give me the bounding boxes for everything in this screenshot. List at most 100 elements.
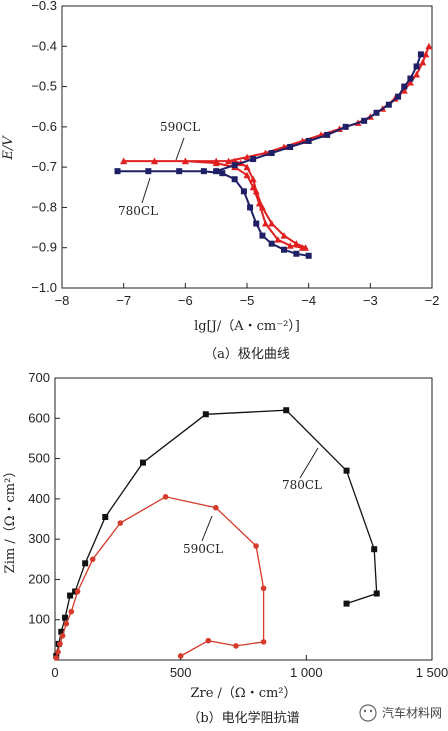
leader-line-590CL-b — [201, 515, 213, 542]
polarization-series — [114, 42, 433, 259]
eis-axis-ticks: 0 500 1 000 1 500 100 200 300 400 500 600 700 — [28, 370, 448, 680]
data-point — [114, 168, 121, 175]
data-point — [82, 560, 89, 567]
wechat-icon — [359, 704, 377, 722]
y-tick-label: 100 — [28, 612, 50, 627]
data-point — [343, 600, 350, 607]
data-point — [413, 63, 420, 70]
data-point — [89, 556, 96, 563]
data-point — [342, 123, 349, 130]
leader-line-590CL-a — [175, 137, 185, 161]
data-point — [202, 411, 209, 418]
data-point — [231, 162, 238, 169]
data-point — [406, 79, 414, 86]
eis-series — [53, 407, 380, 661]
data-point — [117, 520, 124, 526]
polarization-y-label: E/V — [1, 135, 16, 161]
data-point — [177, 653, 184, 659]
data-point — [373, 109, 380, 116]
data-point — [274, 236, 282, 243]
data-point — [283, 407, 290, 414]
data-point — [419, 58, 427, 66]
data-point — [212, 157, 220, 165]
line-780CL — [55, 409, 378, 657]
series-780CL — [53, 407, 380, 659]
x-tick-label: −7 — [116, 293, 131, 308]
data-point — [417, 51, 424, 58]
series-label-590CL-a: 590CL — [160, 120, 200, 134]
data-point — [213, 504, 219, 511]
data-point — [268, 240, 275, 247]
data-point — [58, 628, 65, 635]
y-tick-label: 300 — [28, 531, 50, 546]
x-tick-label: 500 — [170, 665, 192, 680]
data-point — [371, 546, 378, 553]
y-tick-label: −0.8 — [31, 199, 57, 214]
eis-y-label: Zim /（Ω・cm²） — [3, 465, 18, 574]
y-tick-label: −1.0 — [31, 280, 57, 295]
data-point — [425, 42, 433, 50]
data-point — [253, 220, 260, 227]
y-tick-label: 200 — [28, 571, 50, 586]
data-point — [422, 50, 430, 58]
data-point — [293, 250, 300, 257]
data-point — [240, 188, 247, 195]
series-780CL — [114, 51, 424, 259]
leader-line-780CL-a — [141, 177, 151, 204]
anodic-line-780CL — [215, 53, 422, 173]
data-point — [68, 608, 75, 615]
y-tick-label: −0.4 — [31, 38, 57, 53]
data-point — [57, 641, 63, 647]
data-point — [252, 187, 260, 195]
data-point — [59, 633, 66, 639]
data-point — [243, 163, 251, 171]
data-point — [400, 87, 408, 94]
data-point — [260, 585, 267, 592]
data-point — [292, 240, 300, 247]
x-tick-label: −2 — [425, 293, 440, 308]
data-point — [162, 494, 169, 500]
eis-x-label: Zre /（Ω・cm²） — [190, 686, 296, 701]
x-tick-label: −8 — [55, 293, 70, 308]
x-tick-label: −4 — [301, 293, 316, 308]
y-tick-label: −0.9 — [31, 240, 57, 255]
y-tick-label: −0.7 — [31, 159, 57, 174]
data-point — [302, 244, 310, 251]
x-tick-label: 0 — [51, 665, 58, 680]
y-tick-label: −0.5 — [31, 79, 57, 94]
data-point — [231, 176, 238, 183]
data-point — [102, 513, 109, 520]
polarization-caption: （a）极化曲线 — [204, 347, 290, 362]
x-tick-label: −6 — [178, 293, 193, 308]
eis-chart: 0 500 1 000 1 500 100 200 300 400 500 600 700 Zim … — [3, 370, 448, 726]
data-point — [249, 175, 257, 183]
data-point — [55, 649, 61, 655]
data-point — [120, 157, 128, 165]
x-tick-label: 1 500 — [416, 665, 448, 680]
y-tick-label: 400 — [28, 491, 50, 506]
polarization-axis-ticks: −8 −7 −6 −5 −4 −3 −2 −0.3 −0.4 −0.5 −0.6 −0.7 −0.8 −0… — [31, 0, 439, 308]
data-point — [258, 203, 266, 211]
polarization-plot-frame — [61, 5, 433, 289]
data-point — [247, 204, 254, 211]
y-tick-label: −0.3 — [31, 0, 57, 13]
data-point — [63, 620, 70, 627]
data-point — [62, 614, 69, 621]
data-point — [260, 639, 267, 645]
watermark-text: 汽车材料网 — [382, 705, 442, 720]
data-point — [268, 150, 275, 157]
wechat-icon-eye-left — [363, 709, 367, 713]
data-point — [250, 156, 257, 163]
data-point — [268, 220, 276, 227]
y-tick-label: 600 — [28, 410, 50, 425]
series-label-590CL-b: 590CL — [183, 542, 223, 556]
polarization-x-label: lg[J/（A・cm⁻²）] — [194, 319, 300, 334]
data-point — [287, 144, 294, 150]
data-point — [262, 220, 269, 227]
y-tick-label: 700 — [28, 370, 50, 385]
data-point — [176, 168, 183, 175]
line-590CL — [55, 496, 265, 659]
watermark: 汽车材料网 — [359, 704, 442, 722]
data-point — [243, 153, 251, 161]
data-point — [181, 157, 189, 165]
